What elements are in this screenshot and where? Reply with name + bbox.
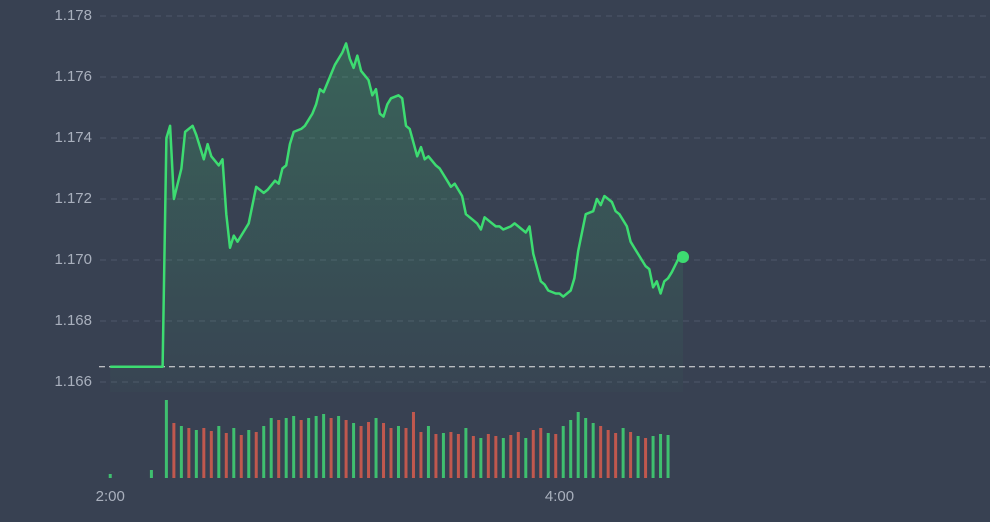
last-point bbox=[677, 250, 690, 263]
volume-bar bbox=[479, 438, 483, 478]
area bbox=[110, 43, 683, 393]
volume-bar bbox=[584, 418, 588, 478]
y-tick-label: 1.172 bbox=[54, 190, 92, 207]
volume-bar bbox=[329, 418, 333, 478]
volume-bar bbox=[539, 428, 543, 478]
y-tick-label: 1.176 bbox=[54, 68, 92, 85]
volume-bar bbox=[554, 434, 558, 478]
volume-bar bbox=[516, 432, 520, 478]
volume-bar bbox=[434, 434, 438, 478]
volume-bar bbox=[546, 433, 550, 478]
volume-bar bbox=[456, 434, 460, 478]
volume-bar bbox=[292, 416, 296, 478]
volume-bar bbox=[209, 431, 213, 478]
volume-bar bbox=[666, 435, 670, 478]
volume-bar bbox=[352, 423, 356, 478]
volume-bar bbox=[217, 426, 221, 478]
volume-bar bbox=[179, 426, 183, 478]
volume-bar bbox=[277, 420, 281, 478]
volume-bar bbox=[464, 428, 468, 478]
y-tick-label: 1.168 bbox=[54, 312, 92, 329]
volume-bar bbox=[621, 428, 625, 478]
volume-bar bbox=[254, 432, 258, 478]
volume-bar bbox=[636, 436, 640, 478]
volume-bar bbox=[172, 423, 176, 478]
volume-bar bbox=[344, 420, 348, 478]
volume-bar bbox=[561, 426, 565, 478]
volume-bar bbox=[374, 418, 378, 478]
volume-bar bbox=[659, 434, 663, 478]
volume-bar bbox=[389, 428, 393, 478]
volume-bar bbox=[404, 428, 408, 478]
volume-bar bbox=[494, 436, 498, 478]
volume-bar bbox=[202, 428, 206, 478]
volume-bar bbox=[651, 436, 655, 478]
volume-bar bbox=[501, 438, 505, 478]
volume-bar bbox=[194, 430, 198, 478]
volume-bar bbox=[606, 430, 610, 478]
volume-bar bbox=[307, 418, 311, 478]
volume-bar bbox=[531, 430, 535, 478]
volume-bar bbox=[576, 412, 580, 478]
volume-bar bbox=[149, 470, 153, 478]
volume-bar bbox=[569, 420, 573, 478]
volume-bar bbox=[284, 418, 288, 478]
volume-bar bbox=[247, 430, 251, 478]
volume-bar bbox=[367, 422, 371, 478]
volume-bar bbox=[299, 420, 303, 478]
volume-bar bbox=[359, 426, 363, 478]
volume-bar bbox=[419, 432, 423, 478]
price-line bbox=[110, 42, 683, 368]
volume-bar bbox=[411, 412, 415, 478]
y-tick-label: 1.174 bbox=[54, 129, 92, 146]
x-tick-label: 4:00 bbox=[545, 488, 574, 505]
volume-bar bbox=[471, 436, 475, 478]
volume-bar bbox=[426, 426, 430, 478]
volume-bar bbox=[108, 474, 112, 478]
volume-bar bbox=[269, 418, 273, 478]
volume-bar bbox=[644, 438, 648, 478]
volume-bar bbox=[614, 433, 618, 478]
volume-bar bbox=[524, 438, 528, 478]
volume-bar bbox=[449, 432, 453, 478]
volume-bar bbox=[441, 433, 445, 478]
volume-bar bbox=[382, 423, 386, 478]
volume-bar bbox=[486, 434, 490, 478]
volume-bar bbox=[591, 423, 595, 478]
x-tick-label: 2:00 bbox=[96, 488, 125, 505]
y-tick-label: 1.166 bbox=[54, 373, 92, 390]
volume-bar bbox=[509, 435, 513, 478]
volume-bar bbox=[337, 416, 341, 478]
y-tick-label: 1.170 bbox=[54, 251, 92, 268]
volume-bar bbox=[187, 428, 191, 478]
volume-bar bbox=[239, 435, 243, 478]
volume-bar bbox=[396, 426, 400, 478]
volume-bar bbox=[232, 428, 236, 478]
volume-bar bbox=[164, 400, 168, 478]
y-tick-label: 1.178 bbox=[54, 7, 92, 24]
volume-bar bbox=[629, 432, 633, 478]
volume-bar bbox=[599, 426, 603, 478]
volume-bar bbox=[314, 416, 318, 478]
volume-bar bbox=[224, 433, 228, 478]
volume-bar bbox=[262, 426, 266, 478]
volume-bar bbox=[322, 414, 326, 478]
